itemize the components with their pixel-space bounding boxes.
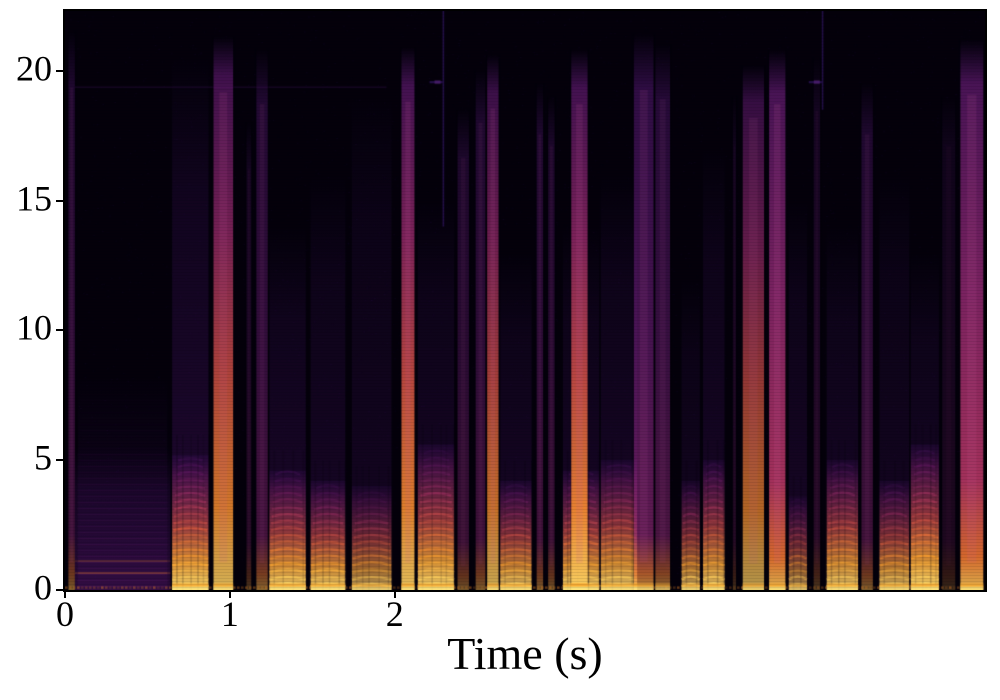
y-tick-label: 10 [16, 307, 52, 348]
y-tick-label: 15 [16, 178, 52, 219]
y-tick-mark [56, 69, 64, 72]
x-axis-label: Time (s) [447, 628, 603, 679]
x-tick-mark [64, 590, 66, 598]
x-tick-mark [393, 590, 396, 598]
y-tick-mark [56, 589, 64, 591]
y-tick-mark [56, 329, 64, 332]
spectrogram-canvas [65, 11, 985, 590]
y-tick-label: 5 [34, 437, 52, 478]
y-tick-mark [56, 199, 64, 202]
x-tick-label: 2 [385, 594, 404, 634]
y-tick-label: 0 [34, 567, 52, 608]
y-tick-mark [56, 459, 64, 462]
x-tick-label: 1 [220, 594, 239, 634]
x-tick-label: 0 [56, 594, 74, 634]
x-tick-mark [228, 590, 231, 598]
y-tick-label: 20 [16, 48, 52, 89]
